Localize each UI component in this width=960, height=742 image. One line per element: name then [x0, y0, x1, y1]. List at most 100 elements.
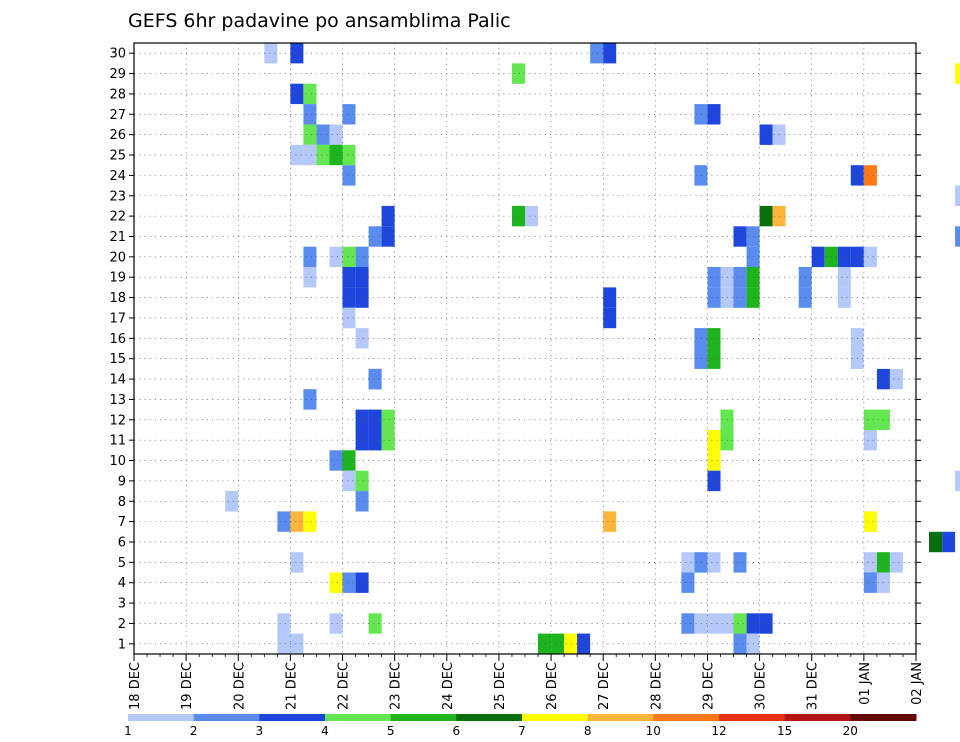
precip-cell	[707, 552, 721, 573]
cells-layer	[225, 43, 960, 654]
colorbar-label: 10	[646, 724, 661, 738]
precip-cell	[329, 246, 343, 268]
y-tick-label: 10	[109, 454, 126, 469]
precip-cell	[733, 267, 747, 288]
x-tick-label: 18 DEC	[128, 662, 143, 710]
precip-cell	[929, 531, 942, 553]
precip-cell	[733, 552, 747, 573]
precip-cell	[368, 226, 382, 247]
precip-cell	[942, 531, 956, 553]
precip-cell	[955, 185, 960, 206]
precip-cell	[303, 511, 317, 532]
precip-cell	[733, 613, 747, 634]
colorbar-label: 8	[584, 724, 592, 738]
precip-cell	[512, 63, 525, 84]
precip-cell	[303, 389, 317, 410]
precip-cell	[303, 124, 317, 145]
x-tick-label: 02 JAN	[910, 662, 925, 705]
precip-cell	[342, 246, 356, 268]
precip-cell	[303, 144, 317, 166]
colorbar-swatch	[850, 714, 917, 721]
precip-cell	[277, 613, 291, 634]
precip-cell	[564, 633, 578, 654]
precip-cell	[811, 246, 825, 268]
precip-cell	[381, 409, 395, 430]
precip-cell	[381, 205, 395, 227]
y-tick-label: 9	[118, 474, 126, 489]
colorbar-swatch	[522, 714, 589, 721]
precip-cell	[329, 450, 343, 471]
y-tick-label: 26	[109, 128, 126, 143]
precip-cell	[733, 633, 747, 654]
precip-cell	[329, 124, 343, 145]
precip-cell	[837, 287, 851, 308]
precip-cell	[837, 267, 851, 288]
y-tick-label: 13	[109, 393, 126, 408]
precip-cell	[342, 307, 356, 329]
colorbar-swatch	[784, 714, 851, 721]
precip-cell	[355, 572, 369, 593]
precip-cell	[342, 450, 356, 471]
colorbar-swatch	[325, 714, 392, 721]
precip-cell	[368, 430, 382, 451]
precip-cell	[707, 430, 721, 451]
precip-cell	[316, 144, 330, 166]
x-tick-label: 29 DEC	[701, 662, 716, 710]
precip-cell	[525, 205, 538, 227]
precip-cell	[707, 613, 721, 634]
y-tick-label: 3	[118, 597, 126, 612]
x-tick-label: 25 DEC	[493, 662, 508, 710]
precip-cell	[290, 83, 304, 105]
precip-cell	[681, 613, 695, 634]
precip-cell	[759, 124, 773, 145]
precip-cell	[225, 491, 239, 512]
y-tick-label: 23	[109, 189, 126, 204]
y-tick-label: 30	[109, 47, 126, 62]
x-tick-label: 26 DEC	[545, 662, 560, 710]
precip-cell	[707, 267, 721, 288]
precip-cell	[955, 226, 960, 247]
precip-cell	[355, 409, 369, 430]
y-tick-label: 20	[109, 250, 126, 265]
precip-cell	[603, 307, 617, 329]
precip-cell	[342, 165, 356, 186]
y-tick-label: 2	[118, 617, 126, 632]
precip-cell	[863, 552, 877, 573]
precip-cell	[707, 348, 721, 369]
precip-cell	[707, 470, 721, 492]
y-tick-label: 28	[109, 87, 126, 102]
precip-cell	[329, 144, 343, 166]
y-tick-label: 15	[109, 352, 126, 367]
precip-cell	[863, 572, 877, 593]
precip-cell	[863, 165, 877, 186]
y-tick-label: 12	[109, 413, 126, 428]
colorbar-label: 1	[124, 724, 132, 738]
precip-cell	[759, 205, 773, 227]
precip-cell	[707, 328, 721, 349]
x-axis: 18 DEC 19 DEC 20 DEC 21 DEC 22 DEC 23 DEC 24 D…	[128, 654, 925, 710]
precip-cell	[381, 430, 395, 451]
precip-cell	[303, 246, 317, 268]
y-tick-label: 29	[109, 67, 126, 82]
colorbar-swatch	[719, 714, 786, 721]
precip-cell	[955, 63, 960, 84]
precip-cell	[290, 552, 304, 573]
colorbar-swatch	[128, 714, 195, 721]
grid-layer	[134, 43, 916, 654]
precip-cell	[355, 491, 369, 512]
colorbar-label: 4	[321, 724, 329, 738]
precip-cell	[329, 613, 343, 634]
precip-cell	[290, 633, 304, 654]
y-tick-label: 21	[109, 230, 126, 245]
precip-cell	[355, 246, 369, 268]
x-tick-label: 22 DEC	[337, 662, 352, 710]
precip-cell	[733, 287, 747, 308]
x-tick-label: 23 DEC	[389, 662, 404, 710]
precip-cell	[889, 368, 903, 390]
x-tick-label: 28 DEC	[649, 662, 664, 710]
precip-cell	[355, 267, 369, 288]
precip-cell	[512, 205, 525, 227]
colorbar-swatch	[259, 714, 326, 721]
y-tick-label: 8	[118, 495, 126, 510]
